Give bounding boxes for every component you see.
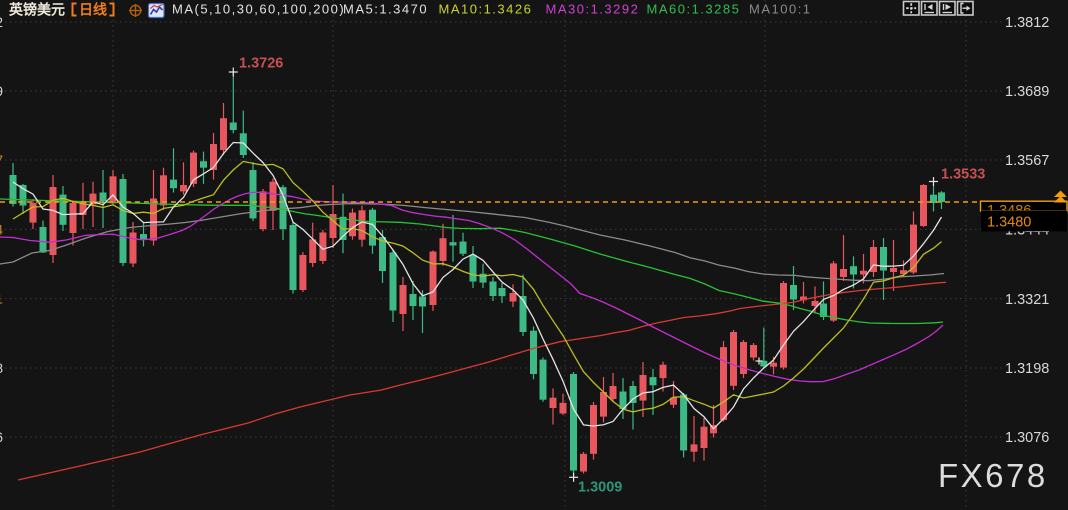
svg-text:1.3076: 1.3076	[0, 430, 3, 445]
svg-text:1.3198: 1.3198	[0, 361, 3, 376]
svg-text:1.3198: 1.3198	[1005, 361, 1049, 377]
svg-text:1.3533: 1.3533	[941, 167, 985, 183]
svg-text:MA10:1.3426: MA10:1.3426	[439, 2, 533, 17]
svg-text:1.3726: 1.3726	[239, 56, 283, 72]
svg-text:1.3689: 1.3689	[0, 84, 3, 99]
svg-text:1.3009: 1.3009	[578, 480, 622, 496]
svg-text:1.3567: 1.3567	[0, 153, 3, 168]
svg-text:1.3812: 1.3812	[0, 15, 3, 30]
svg-text:1.3076: 1.3076	[1005, 430, 1049, 446]
svg-text:1.3480: 1.3480	[987, 215, 1031, 231]
svg-text:1.3689: 1.3689	[1005, 84, 1049, 100]
svg-text:1.3321: 1.3321	[1005, 292, 1049, 308]
svg-text:英镑美元: 英镑美元	[8, 2, 65, 18]
svg-text:1.3812: 1.3812	[1005, 15, 1049, 31]
svg-text:MA30:1.3292: MA30:1.3292	[546, 2, 640, 17]
svg-text:MA100:1: MA100:1	[749, 2, 812, 17]
svg-text:1.3444: 1.3444	[0, 222, 3, 237]
svg-text:1.3321: 1.3321	[0, 292, 3, 307]
svg-text:MA(5,10,30,60,100,200): MA(5,10,30,60,100,200)	[172, 2, 345, 17]
svg-text:1.3567: 1.3567	[1005, 153, 1049, 169]
svg-text:FX678: FX678	[938, 457, 1048, 494]
svg-text:MA5:1.3470: MA5:1.3470	[343, 2, 428, 17]
svg-text:MA60:1.3285: MA60:1.3285	[647, 2, 741, 17]
svg-text:日线: 日线	[79, 2, 107, 18]
